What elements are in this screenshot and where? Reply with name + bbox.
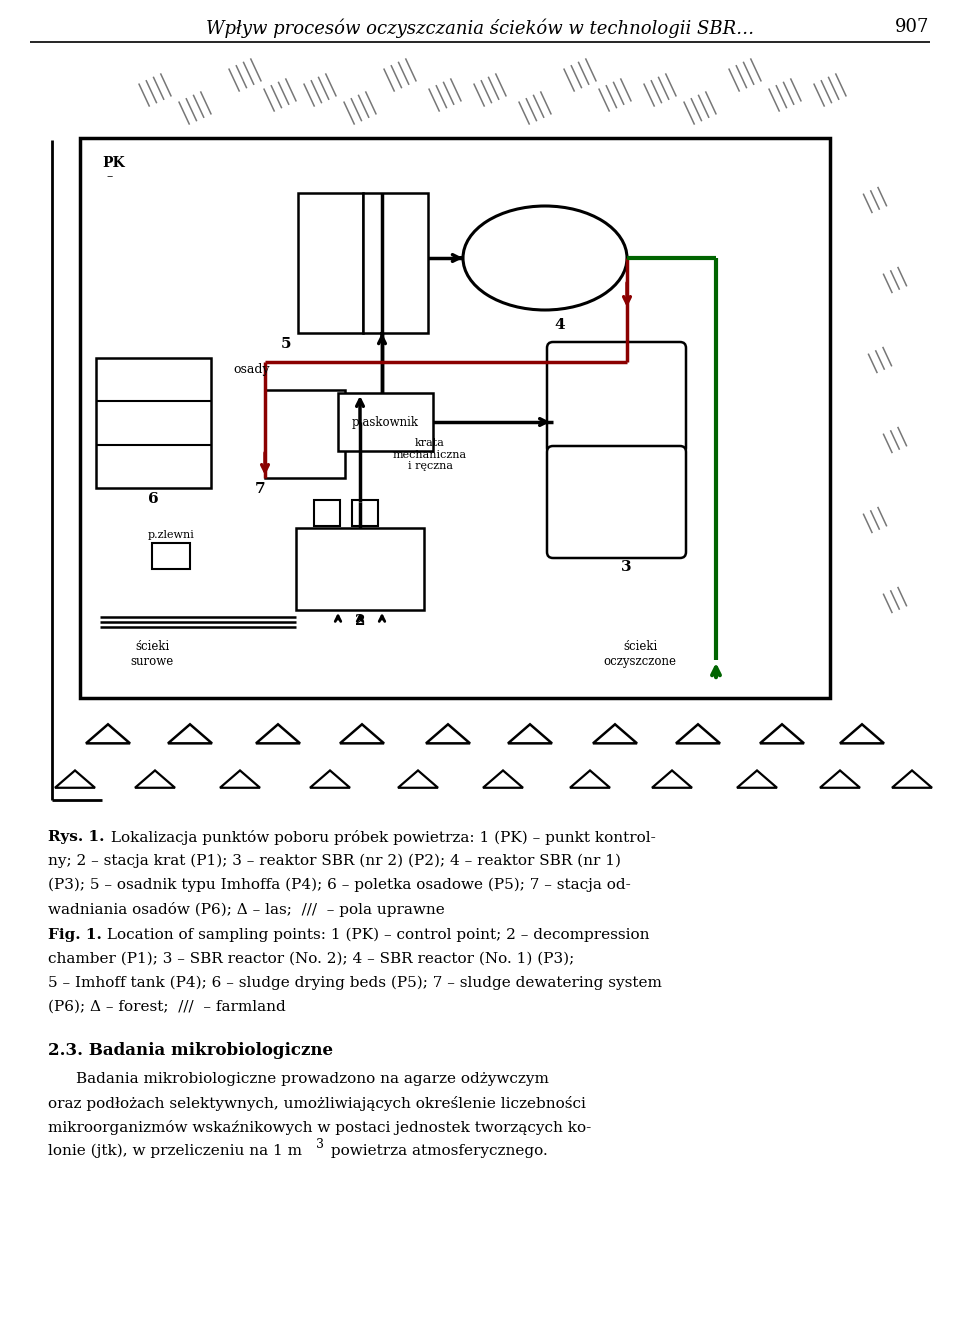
Text: lonie (jtk), w przeliczeniu na 1 m: lonie (jtk), w przeliczeniu na 1 m [48,1144,302,1159]
Bar [338,394,433,450]
Text: oraz podłożach selektywnych, umożliwiających określenie liczebności: oraz podłożach selektywnych, umożliwiają… [48,1096,586,1111]
Text: 2.3. Badania mikrobiologiczne: 2.3. Badania mikrobiologiczne [48,1042,333,1059]
FancyBboxPatch shape [547,342,686,454]
Text: (P6); Δ – forest;  ///  – farmland: (P6); Δ – forest; /// – farmland [48,1000,286,1015]
Text: wadniania osadów (P6); Δ – las;  ///  – pola uprawne: wadniania osadów (P6); Δ – las; /// – po… [48,902,444,917]
Text: Wpływ procesów oczyszczania ścieków w technologii SBR…: Wpływ procesów oczyszczania ścieków w te… [206,18,754,37]
Text: 6: 6 [148,491,158,506]
Bar [298,193,363,333]
Text: 7: 7 [254,482,265,495]
Text: ścieki
surowe: ścieki surowe [131,639,174,668]
Bar [352,501,378,526]
Text: 5: 5 [280,337,291,351]
Bar [80,137,830,697]
Text: chamber (P1); 3 – SBR reactor (No. 2); 4 – SBR reactor (No. 1) (P3);: chamber (P1); 3 – SBR reactor (No. 2); 4… [48,952,574,966]
Text: 2: 2 [355,614,365,627]
Ellipse shape [463,206,627,310]
Text: (P3); 5 – osadnik typu Imhoffa (P4); 6 – poletka osadowe (P5); 7 – stacja od-: (P3); 5 – osadnik typu Imhoffa (P4); 6 –… [48,878,631,893]
Bar [363,193,428,333]
Text: mikroorganizmów wskaźnikowych w postaci jednostek tworzących ko-: mikroorganizmów wskaźnikowych w postaci … [48,1120,591,1135]
Bar [96,358,211,487]
Text: piaskownik: piaskownik [352,416,419,429]
Text: 4: 4 [555,318,565,332]
Text: ny; 2 – stacja krat (P1); 3 – reaktor SBR (nr 2) (P2); 4 – reaktor SBR (nr 1): ny; 2 – stacja krat (P1); 3 – reaktor SB… [48,853,621,868]
Text: Rys. 1.: Rys. 1. [48,830,105,844]
Text: ścieki
oczyszczone: ścieki oczyszczone [604,639,677,668]
Bar [314,501,340,526]
Text: p.zlewni: p.zlewni [148,530,195,540]
FancyBboxPatch shape [547,446,686,557]
Text: Location of sampling points: 1 (PK) – control point; 2 – decompression: Location of sampling points: 1 (PK) – co… [102,927,650,942]
Text: –: – [106,170,112,184]
Text: 3: 3 [316,1137,324,1151]
Text: krata
mechaniczna
i ręczna: krata mechaniczna i ręczna [393,439,468,472]
Text: 907: 907 [895,18,929,36]
Text: 3: 3 [621,560,632,575]
Text: Fig. 1.: Fig. 1. [48,927,102,942]
Text: 5 – Imhoff tank (P4); 6 – sludge drying beds (P5); 7 – sludge dewatering system: 5 – Imhoff tank (P4); 6 – sludge drying … [48,976,661,991]
Text: PK: PK [102,156,125,170]
Bar [152,543,190,569]
Text: osady: osady [233,363,270,376]
Bar [296,528,424,610]
Text: powietrza atmosferycznego.: powietrza atmosferycznego. [326,1144,548,1159]
Text: Lokalizacja punktów poboru próbek powietrza: 1 (PK) – punkt kontrol-: Lokalizacja punktów poboru próbek powiet… [106,830,656,845]
Bar [265,390,345,478]
Text: Badania mikrobiologiczne prowadzono na agarze odżywczym: Badania mikrobiologiczne prowadzono na a… [76,1073,549,1086]
